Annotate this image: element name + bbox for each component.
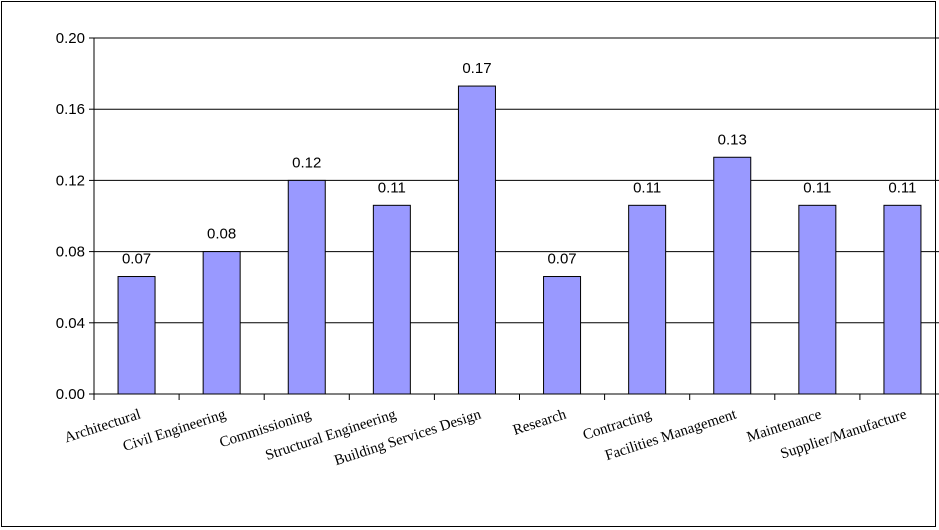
y-tick-label: 0.00 <box>56 386 85 403</box>
bar <box>543 276 582 395</box>
y-tick-label: 0.20 <box>56 30 85 47</box>
data-label: 0.11 <box>803 179 831 196</box>
data-label: 0.12 <box>292 154 321 171</box>
bar <box>883 204 922 395</box>
data-label: 0.08 <box>207 226 236 243</box>
data-label: 0.07 <box>547 251 576 268</box>
data-labels: 0.07 0.08 0.12 0.11 0.17 0.07 0.11 0.13 0.11 0.11 <box>122 60 917 267</box>
bar <box>287 179 326 395</box>
data-label: 0.11 <box>888 179 916 196</box>
category-label: Building Services Design <box>332 406 483 469</box>
bars <box>117 85 922 395</box>
data-label: 0.07 <box>122 251 151 268</box>
data-label: 0.11 <box>633 179 661 196</box>
y-tick-labels: 0.00 0.04 0.08 0.12 0.16 0.20 <box>56 30 85 403</box>
bar <box>798 204 837 395</box>
bar <box>713 156 752 395</box>
data-label: 0.13 <box>718 131 747 148</box>
bar <box>117 276 156 395</box>
data-label: 0.17 <box>462 60 491 77</box>
bar <box>457 85 496 395</box>
y-tick-label: 0.16 <box>56 101 85 118</box>
y-tick-label: 0.08 <box>56 244 85 261</box>
y-tick-label: 0.04 <box>56 315 85 332</box>
axes <box>89 37 939 400</box>
data-label: 0.11 <box>378 179 406 196</box>
bar <box>628 204 667 395</box>
bar <box>372 204 411 395</box>
y-tick-label: 0.12 <box>56 172 85 189</box>
category-label: Research <box>511 406 569 438</box>
bar <box>202 251 241 395</box>
